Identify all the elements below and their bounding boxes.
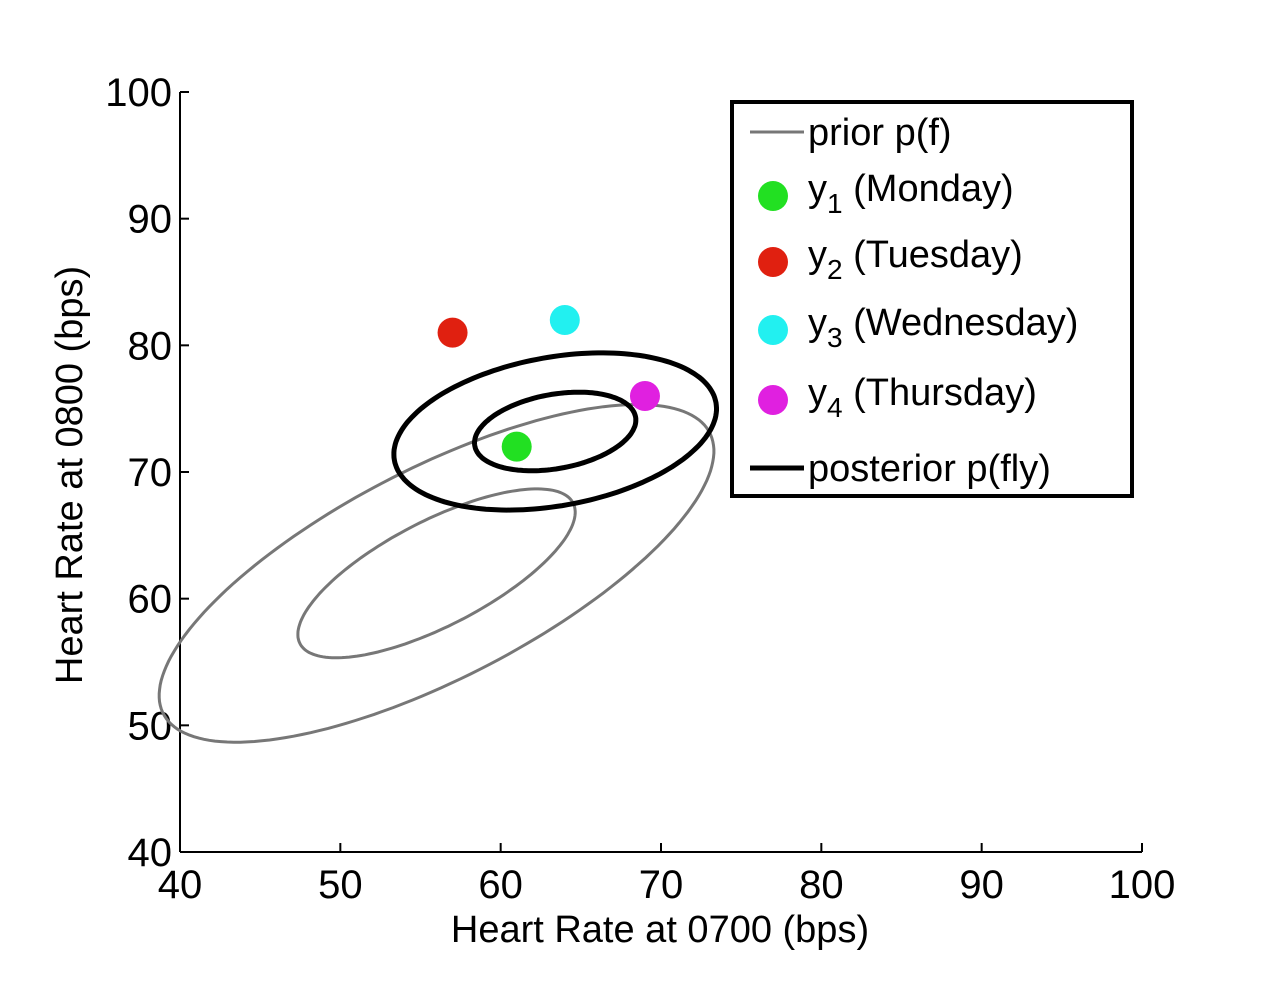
y-tick-label: 40 bbox=[128, 831, 173, 875]
legend-label: y1 (Monday) bbox=[808, 168, 1014, 219]
legend-label: prior p(f) bbox=[808, 112, 952, 154]
legend-dot-marker bbox=[758, 385, 788, 415]
legend-box bbox=[730, 100, 1134, 498]
legend-dot-marker bbox=[758, 315, 788, 345]
legend-label: y2 (Tuesday) bbox=[808, 234, 1023, 285]
y-tick-label: 70 bbox=[128, 451, 173, 495]
data-point-monday bbox=[501, 431, 532, 462]
y-tick-label: 60 bbox=[128, 578, 173, 622]
legend-dot-marker bbox=[758, 181, 788, 211]
x-tick-label: 100 bbox=[1109, 863, 1176, 907]
x-tick-label: 50 bbox=[318, 863, 363, 907]
x-tick-label: 60 bbox=[478, 863, 523, 907]
prior-contour-inner bbox=[296, 487, 577, 660]
legend: prior p(f) y1 (Monday) y2 (Tuesday) y3 (Wed… bbox=[730, 100, 1134, 498]
legend-dot-marker bbox=[758, 247, 788, 277]
x-tick-label: 70 bbox=[639, 863, 684, 907]
x-tick-label: 40 bbox=[158, 863, 203, 907]
plot-area bbox=[157, 305, 719, 744]
data-point-tuesday bbox=[437, 317, 468, 348]
y-tick-label: 80 bbox=[128, 324, 173, 368]
y-tick-label: 100 bbox=[105, 71, 172, 115]
axes: 40 50 60 70 80 90 100 40 50 60 70 80 90 100 bbox=[105, 71, 1175, 907]
y-tick-label: 50 bbox=[128, 704, 173, 748]
legend-label: posterior p(fly) bbox=[808, 448, 1051, 490]
posterior-contour-inner bbox=[472, 389, 639, 474]
y-axis-label: Heart Rate at 0800 (bps) bbox=[49, 266, 91, 684]
posterior-contour-outer bbox=[391, 350, 719, 513]
x-axis-label: Heart Rate at 0700 (bps) bbox=[451, 909, 869, 951]
legend-label: y4 (Thursday) bbox=[808, 372, 1037, 423]
y-tick-label: 90 bbox=[128, 198, 173, 242]
data-point-wednesday bbox=[549, 305, 580, 335]
x-tick-label: 80 bbox=[799, 863, 844, 907]
prior-contour-outer bbox=[157, 403, 716, 744]
x-tick-label: 90 bbox=[959, 863, 1004, 907]
legend-label: y3 (Wednesday) bbox=[808, 302, 1078, 353]
data-point-thursday bbox=[629, 381, 660, 411]
